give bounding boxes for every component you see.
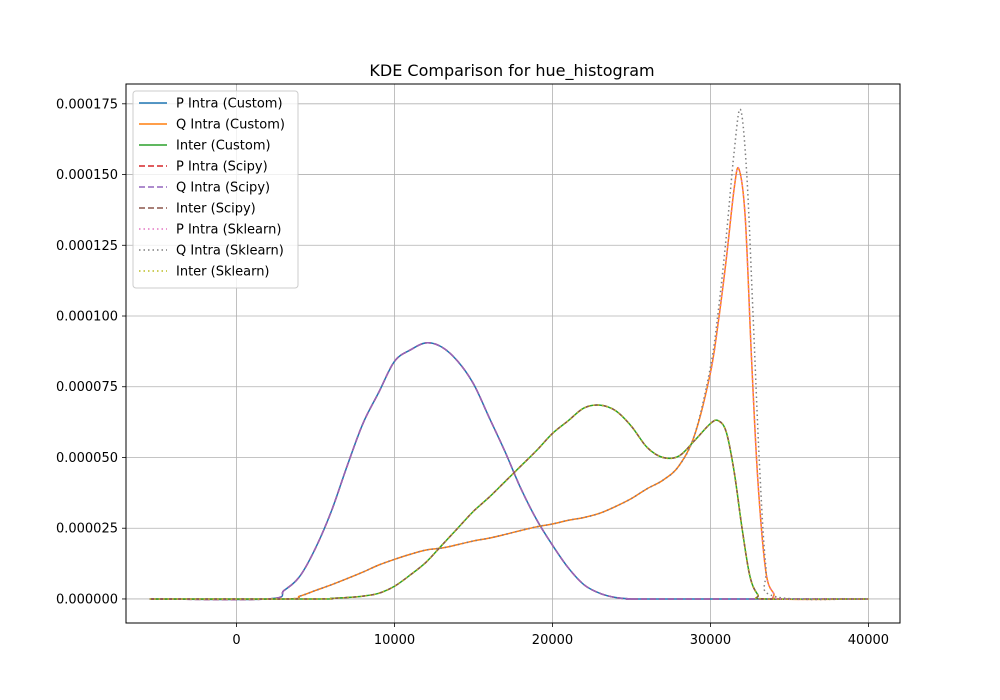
x-tick-label: 40000	[848, 633, 889, 648]
x-tick-label: 10000	[374, 633, 415, 648]
plot-frame	[125, 83, 901, 624]
legend-label: P Intra (Scipy)	[176, 160, 268, 175]
series-lines	[149, 108, 869, 601]
series-line-8	[149, 404, 869, 601]
y-tick-label: 0.000100	[56, 310, 118, 325]
y-tick-label: 0.000025	[56, 522, 118, 537]
chart-title: KDE Comparison for hue_histogram	[369, 61, 654, 81]
legend-label: P Intra (Sklearn)	[176, 223, 281, 238]
legend-label: P Intra (Custom)	[176, 97, 283, 112]
grid-lines	[126, 84, 900, 623]
legend-label: Q Intra (Custom)	[176, 118, 285, 133]
legend-box	[132, 90, 299, 289]
legend-label: Q Intra (Sklearn)	[176, 244, 284, 259]
y-tick-label: 0.000150	[56, 168, 118, 183]
y-tick-label: 0.000125	[56, 239, 118, 254]
legend-label: Inter (Sklearn)	[176, 265, 270, 280]
x-tick-label: 20000	[532, 633, 573, 648]
legend-label: Inter (Custom)	[176, 139, 271, 154]
legend-label: Q Intra (Scipy)	[176, 181, 270, 196]
y-tick-label: 0.000075	[56, 380, 118, 395]
axis-ticks: 0 10000 20000 30000 40000 0.000000 0.000025 0.0…	[56, 97, 889, 648]
x-tick-label: 0	[232, 633, 240, 648]
y-tick-label: 0.000175	[56, 97, 118, 112]
y-tick-label: 0.000050	[56, 451, 118, 466]
series-line-1	[149, 167, 869, 601]
legend-label: Inter (Scipy)	[176, 202, 256, 217]
y-tick-label: 0.000000	[56, 592, 118, 607]
series-line-4	[149, 342, 869, 601]
legend: P Intra (Custom) Q Intra (Custom) Inter (C…	[132, 90, 299, 289]
x-tick-label: 30000	[690, 633, 731, 648]
